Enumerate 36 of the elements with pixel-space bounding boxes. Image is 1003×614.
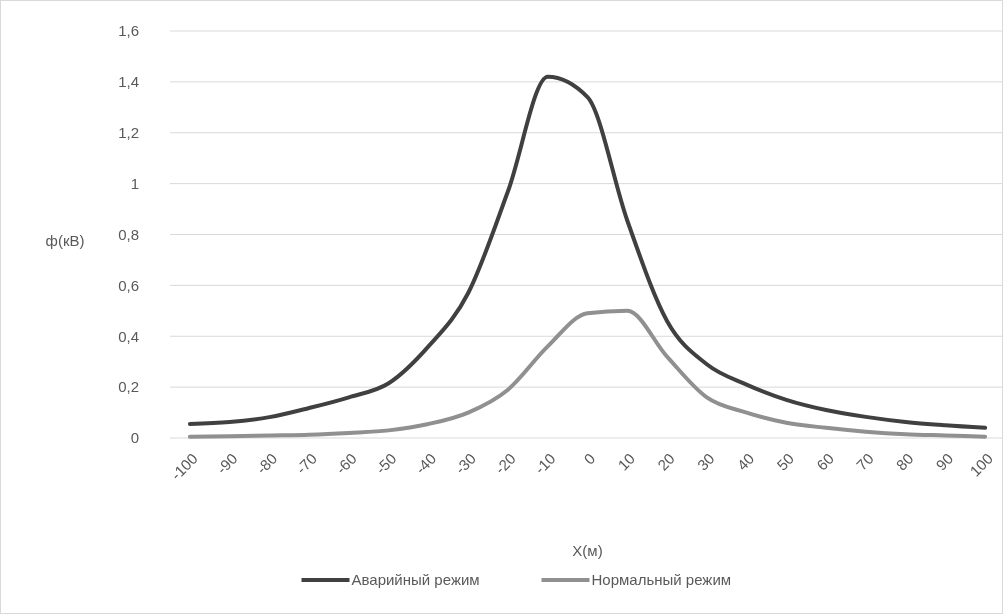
y-tick-label: 0,2	[118, 378, 139, 396]
y-tick-label: 0,4	[118, 327, 139, 345]
x-tick-label: -10	[531, 449, 559, 478]
x-tick-label: -60	[332, 449, 360, 478]
legend-label: Аварийный режим	[351, 571, 480, 589]
x-tick-label: -80	[252, 449, 281, 478]
x-tick-label: -30	[451, 449, 480, 478]
x-tick-label: 20	[654, 449, 678, 474]
y-tick-label: 0,8	[118, 225, 139, 243]
y-tick-label: 0,6	[118, 276, 139, 294]
y-tick-label: 1,6	[118, 22, 139, 40]
y-tick-label: 0	[130, 429, 139, 447]
y-tick-label: 1,2	[118, 124, 139, 141]
x-axis-title: X(м)	[572, 542, 603, 560]
x-tick-label: -50	[372, 449, 400, 478]
legend-label: Нормальный режим	[591, 571, 732, 589]
y-tick-label: 1,4	[118, 73, 139, 91]
x-tick-label: 100	[966, 449, 996, 480]
x-tick-label: 70	[852, 449, 877, 474]
x-tick-label: -90	[213, 449, 241, 478]
x-tick-label: 80	[892, 449, 917, 474]
y-axis-title: ф(кВ)	[45, 232, 85, 250]
x-tick-label: -20	[491, 449, 519, 478]
x-tick-label: 10	[614, 449, 639, 474]
x-tick-label: -100	[167, 449, 201, 484]
x-tick-label: -40	[411, 449, 440, 478]
x-tick-label: 60	[813, 449, 837, 474]
x-tick-label: -70	[292, 449, 320, 478]
x-tick-label: 50	[773, 449, 798, 474]
line-series	[187, 308, 988, 439]
y-tick-label: 1	[130, 174, 139, 192]
x-tick-label: 30	[693, 449, 718, 474]
x-tick-label: 90	[932, 449, 957, 474]
line-series	[187, 74, 988, 430]
x-tick-label: 0	[580, 449, 599, 468]
x-tick-label: 40	[733, 449, 758, 474]
